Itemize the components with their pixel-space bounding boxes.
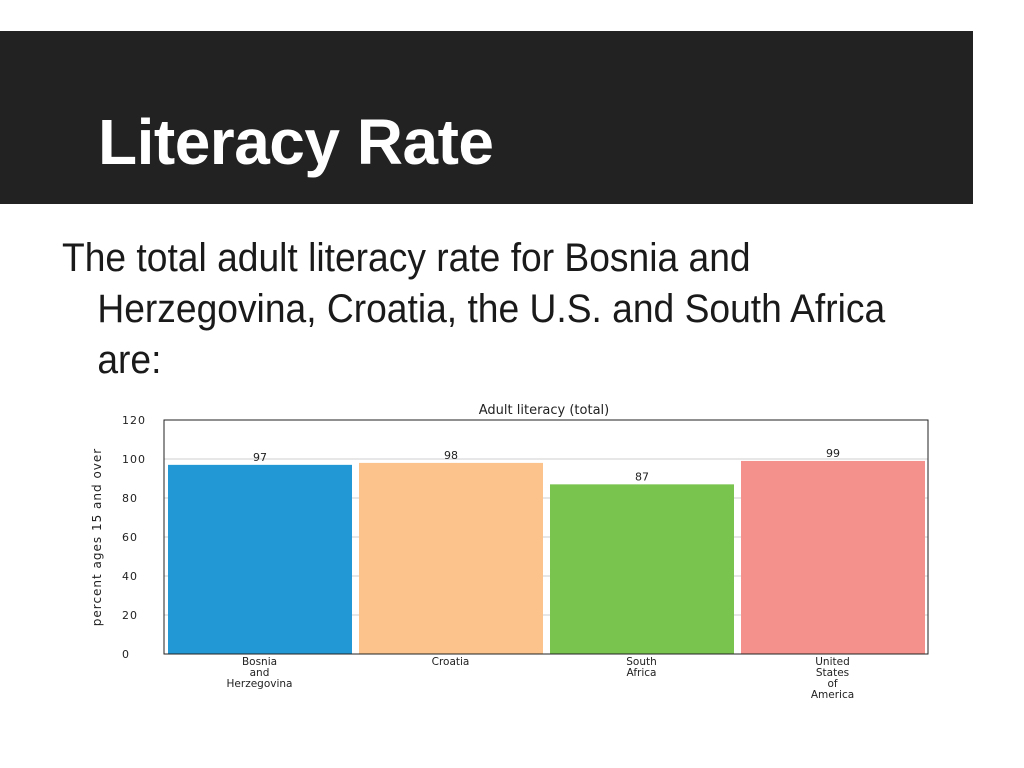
y-tick-label: 0 [122,648,130,661]
bar [550,484,734,654]
y-tick-label: 100 [122,453,146,466]
x-category-label: United [815,656,850,668]
x-category-label: America [811,689,854,701]
x-category-label: Croatia [432,656,470,668]
plot-frame [163,419,929,655]
bar [359,462,543,654]
y-tick-label: 120 [122,414,146,427]
bar [741,460,925,654]
x-category-label: Africa [627,667,657,679]
x-category-label: Bosnia [242,656,277,668]
x-category-label: Herzegovina [227,678,293,690]
x-category-label: States [816,667,849,679]
title-bar [0,31,973,204]
chart-title: Adult literacy (total) [479,403,609,418]
y-tick-label: 80 [122,492,138,505]
y-tick-label: 60 [122,531,138,544]
y-axis-label: percent ages 15 and over [90,448,104,626]
y-tick-label: 20 [122,609,138,622]
data-label: 87 [635,470,649,483]
data-label: 99 [826,447,840,460]
bar [168,464,352,654]
slide-title: Literacy Rate [98,106,494,178]
y-tick-label: 40 [122,570,138,583]
slide-body-text: The total adult literacy rate for Bosnia… [62,236,886,382]
x-category-label: of [827,678,837,690]
x-category-label: and [250,667,270,679]
x-category-label: South [626,656,657,668]
data-label: 97 [253,451,267,464]
data-label: 98 [444,449,458,462]
